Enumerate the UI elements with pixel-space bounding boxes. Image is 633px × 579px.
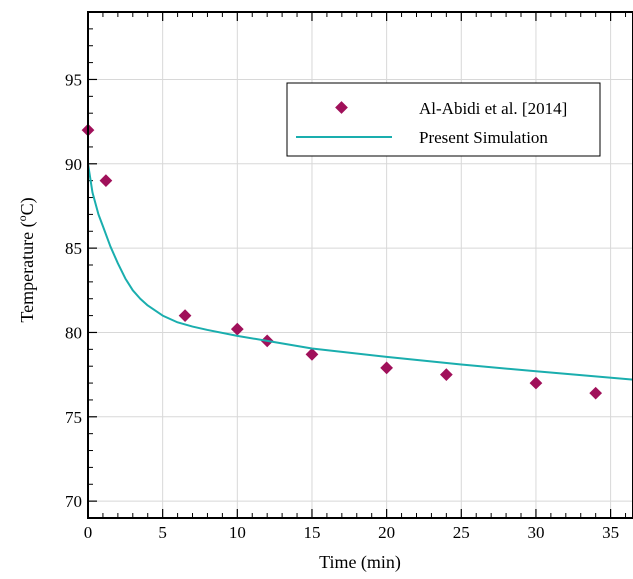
series-line-simulation [87,163,633,381]
data-point-diamond [305,348,319,361]
y-tick-label: 90 [65,155,82,174]
legend: Al-Abidi et al. [2014] Present Simulatio… [286,82,601,157]
data-point-diamond [529,376,543,390]
x-axis-title: Time (min) [319,552,401,573]
data-point-diamond [380,361,393,375]
y-tick-label: 75 [65,408,82,427]
tick-labels: 0 5 10 15 20 25 30 35 70 75 80 85 90 95 [65,70,619,542]
x-tick-label: 25 [453,523,470,542]
y-axis-title-sup: o [15,215,29,221]
x-tick-label: 35 [602,523,619,542]
y-axis-title-end: C) [17,197,38,215]
data-point-diamond [589,386,603,400]
x-tick-label: 15 [303,523,320,542]
legend-label-0: Al-Abidi et al. [2014] [419,99,567,118]
y-tick-label: 80 [65,323,82,342]
x-tick-label: 5 [158,523,167,542]
y-tick-label: 70 [65,492,82,511]
x-tick-label: 10 [229,523,246,542]
y-axis-title: Temperature (oC) [15,197,38,322]
data-point-diamond [178,309,192,322]
legend-marker-diamond [335,101,348,114]
legend-label-1: Present Simulation [419,128,548,147]
data-point-diamond [230,322,244,336]
x-tick-label: 20 [378,523,395,542]
y-tick-label: 95 [65,70,82,89]
legend-box [286,82,601,157]
series-layer [81,123,633,400]
y-axis-title-main: Temperature ( [17,221,38,322]
x-tick-label: 30 [527,523,544,542]
data-point-diamond [439,368,453,381]
y-tick-label: 85 [65,239,82,258]
plot-frame [87,11,633,519]
data-point-diamond [99,174,113,188]
x-tick-label: 0 [84,523,93,542]
